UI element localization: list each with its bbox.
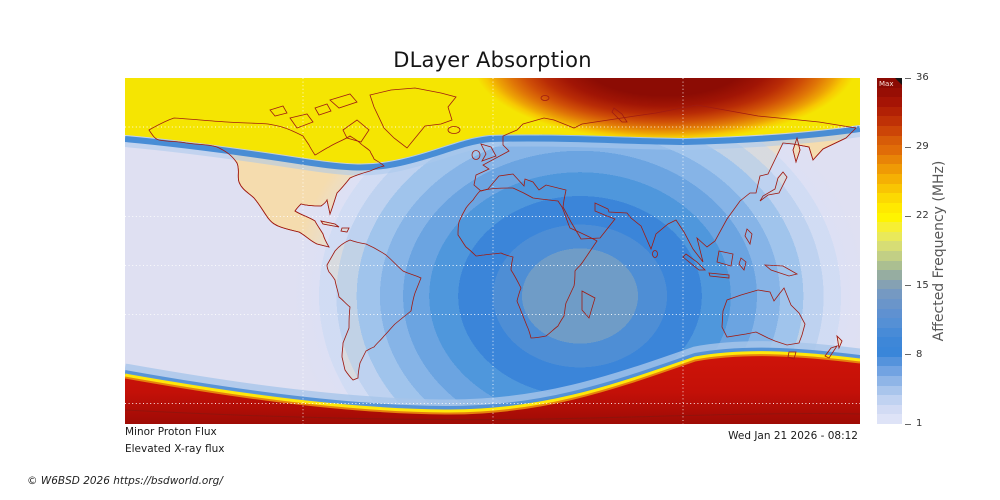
colorbar-band	[877, 414, 902, 424]
colorbar-band	[877, 135, 902, 146]
colorbar-band	[877, 193, 902, 203]
colorbar-band	[877, 231, 902, 242]
colorbar-band	[877, 260, 902, 271]
colorbar-band	[877, 347, 902, 357]
colorbar-band	[877, 289, 902, 300]
colorbar-band	[877, 222, 902, 232]
colorbar-axis-label: Affected Frequency (MHz)	[931, 160, 947, 342]
status-xray-flux: Elevated X-ray flux	[125, 443, 225, 455]
copyright-notice: © W6BSD 2026 https://bsdworld.org/	[27, 475, 223, 487]
colorbar-max-wedge-icon	[895, 78, 902, 85]
colorbar-max-label: Max	[879, 80, 894, 88]
colorbar-band	[877, 337, 902, 348]
colorbar-band	[877, 78, 902, 88]
colorbar-band	[877, 299, 902, 309]
colorbar-band	[877, 318, 902, 328]
colorbar-band	[877, 395, 902, 405]
colorbar-tick-label: 15	[916, 279, 929, 291]
south-cap-orange-rim	[124, 354, 861, 415]
south-terminator-band-blue	[124, 347, 861, 412]
graticule-gridlines	[125, 78, 860, 424]
world-absorption-map	[124, 58, 870, 500]
colorbar-band	[877, 327, 902, 338]
colorbar-band	[877, 164, 902, 175]
colorbar-band	[877, 87, 902, 98]
colorbar-tick	[905, 146, 911, 148]
status-annotations: Minor Proton Flux Elevated X-ray flux	[125, 424, 224, 458]
colorbar-band	[877, 145, 902, 155]
colorbar-band	[877, 385, 902, 396]
map-canvas	[124, 58, 870, 500]
colorbar-tick-label: 22	[916, 210, 929, 222]
colorbar-band	[877, 241, 902, 251]
colorbar-band	[877, 174, 902, 184]
colorbar-band	[877, 308, 902, 319]
colorbar-tick	[905, 77, 911, 79]
colorbar-band	[877, 116, 902, 127]
south-terminator-band-light	[124, 341, 861, 409]
colorbar-band	[877, 154, 902, 165]
colorbar-band	[877, 126, 902, 136]
colorbar-tick	[905, 215, 911, 217]
colorbar-band	[877, 356, 902, 367]
status-proton-flux: Minor Proton Flux	[125, 426, 217, 438]
colorbar-band	[877, 375, 902, 386]
colorbar-tick-label: 29	[916, 141, 929, 153]
colorbar-tick-label: 8	[916, 348, 923, 360]
colorbar-tick	[905, 423, 911, 425]
colorbar-band	[877, 106, 902, 117]
colorbar-ticks: 36 29 22 15 8 1	[903, 72, 963, 429]
colorbar-tick-label: 1	[916, 418, 923, 429]
colorbar-band	[877, 404, 902, 415]
colorbar-tick-label: 36	[916, 72, 929, 83]
colorbar-gradient	[877, 78, 902, 424]
colorbar-band	[877, 202, 902, 213]
colorbar-band	[877, 270, 902, 280]
auroral-red-patch	[473, 78, 857, 141]
colorbar-tick	[905, 285, 911, 287]
colorbar-band	[877, 279, 902, 290]
colorbar-band	[877, 250, 902, 261]
antarctica-coastline	[124, 409, 861, 421]
colorbar-band	[877, 183, 902, 194]
colorbar-band	[877, 97, 902, 107]
colorbar-band	[877, 212, 902, 223]
north-polar-cap	[124, 78, 861, 176]
colorbar-tick	[905, 354, 911, 356]
map-timestamp: Wed Jan 21 2026 - 08:12	[728, 430, 858, 442]
colorbar-band	[877, 366, 902, 376]
north-terminator-band-blue	[124, 126, 861, 171]
page-title: DLayer Absorption	[393, 48, 592, 72]
south-polar-cap	[124, 341, 861, 424]
